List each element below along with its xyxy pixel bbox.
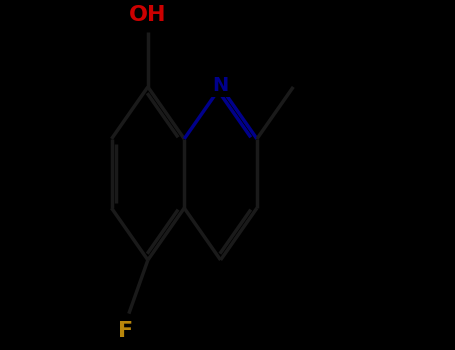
Text: N: N	[212, 76, 229, 95]
Text: OH: OH	[129, 5, 167, 25]
Text: F: F	[118, 321, 133, 341]
